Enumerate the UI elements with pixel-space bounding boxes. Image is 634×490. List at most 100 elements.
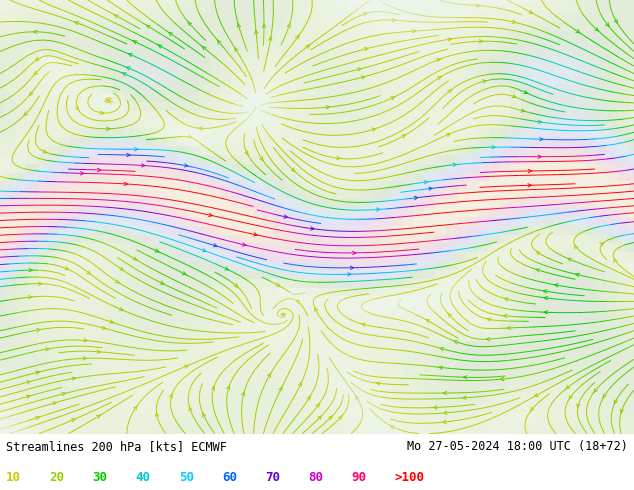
FancyArrowPatch shape [299, 382, 302, 386]
FancyArrowPatch shape [217, 40, 221, 44]
FancyArrowPatch shape [594, 389, 597, 392]
FancyArrowPatch shape [141, 164, 145, 167]
FancyArrowPatch shape [603, 394, 606, 398]
FancyArrowPatch shape [237, 24, 240, 27]
FancyArrowPatch shape [486, 338, 489, 341]
FancyArrowPatch shape [569, 395, 573, 399]
FancyArrowPatch shape [158, 45, 162, 48]
Text: >100: >100 [394, 471, 424, 484]
FancyArrowPatch shape [595, 27, 598, 31]
FancyArrowPatch shape [463, 396, 466, 399]
FancyArrowPatch shape [543, 290, 547, 293]
FancyArrowPatch shape [127, 67, 130, 70]
FancyArrowPatch shape [448, 314, 451, 317]
FancyArrowPatch shape [155, 412, 158, 416]
FancyArrowPatch shape [482, 80, 486, 83]
FancyArrowPatch shape [29, 92, 33, 96]
FancyArrowPatch shape [34, 30, 37, 33]
FancyArrowPatch shape [338, 416, 342, 420]
FancyArrowPatch shape [226, 386, 230, 390]
FancyArrowPatch shape [424, 180, 427, 184]
FancyArrowPatch shape [53, 402, 56, 405]
FancyArrowPatch shape [199, 127, 203, 130]
FancyArrowPatch shape [87, 271, 91, 274]
FancyArrowPatch shape [444, 411, 447, 415]
FancyArrowPatch shape [306, 45, 309, 49]
FancyArrowPatch shape [488, 318, 491, 321]
FancyArrowPatch shape [365, 48, 368, 51]
FancyArrowPatch shape [358, 68, 361, 71]
FancyArrowPatch shape [27, 395, 30, 398]
FancyArrowPatch shape [245, 151, 248, 155]
FancyArrowPatch shape [512, 95, 516, 98]
FancyArrowPatch shape [353, 251, 356, 255]
FancyArrowPatch shape [524, 91, 527, 94]
FancyArrowPatch shape [115, 15, 119, 18]
FancyArrowPatch shape [127, 153, 130, 157]
FancyArrowPatch shape [620, 409, 623, 413]
FancyArrowPatch shape [434, 406, 437, 409]
FancyArrowPatch shape [262, 24, 266, 27]
FancyArrowPatch shape [350, 266, 354, 270]
FancyArrowPatch shape [24, 112, 28, 116]
FancyArrowPatch shape [287, 24, 290, 27]
FancyArrowPatch shape [46, 348, 49, 351]
FancyArrowPatch shape [363, 12, 367, 16]
FancyArrowPatch shape [202, 248, 206, 252]
FancyArrowPatch shape [242, 392, 245, 396]
FancyArrowPatch shape [454, 341, 458, 344]
FancyArrowPatch shape [440, 347, 444, 351]
FancyArrowPatch shape [202, 47, 206, 50]
Text: 80: 80 [308, 471, 323, 484]
FancyArrowPatch shape [75, 22, 79, 25]
FancyArrowPatch shape [614, 19, 618, 24]
FancyArrowPatch shape [337, 156, 340, 160]
FancyArrowPatch shape [202, 413, 205, 417]
FancyArrowPatch shape [356, 395, 359, 400]
FancyArrowPatch shape [391, 426, 394, 429]
FancyArrowPatch shape [544, 311, 548, 314]
FancyArrowPatch shape [576, 29, 579, 33]
FancyArrowPatch shape [507, 326, 510, 330]
FancyArrowPatch shape [361, 76, 365, 79]
FancyArrowPatch shape [439, 366, 443, 369]
Text: 50: 50 [179, 471, 194, 484]
FancyArrowPatch shape [512, 20, 515, 24]
FancyArrowPatch shape [377, 382, 380, 385]
FancyArrowPatch shape [392, 19, 396, 22]
FancyArrowPatch shape [184, 365, 188, 368]
FancyArrowPatch shape [36, 57, 39, 61]
FancyArrowPatch shape [463, 376, 467, 379]
Text: Streamlines 200 hPa [kts] ECMWF: Streamlines 200 hPa [kts] ECMWF [6, 440, 227, 453]
FancyArrowPatch shape [97, 350, 100, 353]
FancyArrowPatch shape [538, 120, 541, 123]
FancyArrowPatch shape [107, 127, 110, 130]
FancyArrowPatch shape [347, 272, 351, 276]
FancyArrowPatch shape [443, 420, 446, 423]
FancyArrowPatch shape [391, 97, 394, 100]
FancyArrowPatch shape [314, 308, 318, 312]
FancyArrowPatch shape [311, 227, 314, 230]
FancyArrowPatch shape [155, 249, 158, 252]
FancyArrowPatch shape [576, 404, 580, 408]
FancyArrowPatch shape [72, 419, 75, 422]
FancyArrowPatch shape [27, 381, 30, 384]
FancyArrowPatch shape [39, 282, 42, 285]
FancyArrowPatch shape [276, 283, 280, 286]
FancyArrowPatch shape [436, 59, 440, 62]
FancyArrowPatch shape [184, 164, 188, 167]
FancyArrowPatch shape [36, 416, 39, 419]
FancyArrowPatch shape [328, 416, 332, 420]
FancyArrowPatch shape [96, 415, 100, 418]
FancyArrowPatch shape [255, 30, 258, 34]
FancyArrowPatch shape [133, 257, 137, 260]
FancyArrowPatch shape [307, 396, 310, 400]
FancyArrowPatch shape [443, 392, 446, 395]
FancyArrowPatch shape [505, 298, 508, 301]
Text: 90: 90 [351, 471, 366, 484]
FancyArrowPatch shape [544, 296, 548, 300]
FancyArrowPatch shape [576, 273, 579, 276]
FancyArrowPatch shape [362, 323, 365, 326]
FancyArrowPatch shape [189, 407, 192, 411]
FancyArrowPatch shape [81, 172, 84, 175]
